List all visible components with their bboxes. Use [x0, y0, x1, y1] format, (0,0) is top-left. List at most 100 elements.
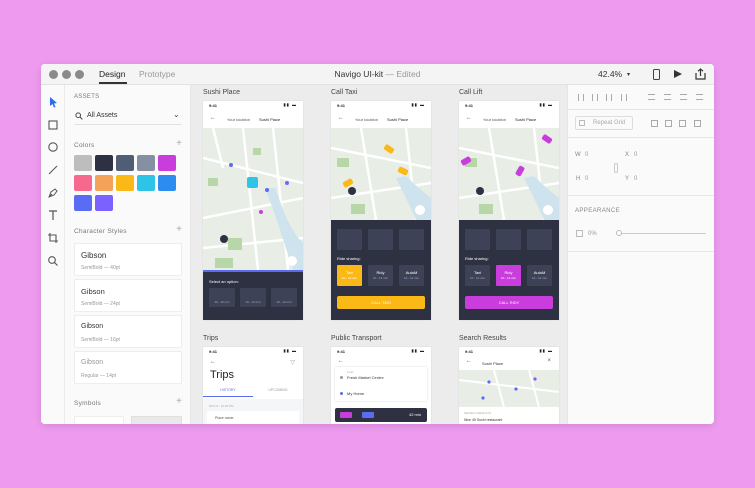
chevron-down-icon[interactable]: ⌄ — [173, 110, 180, 119]
line-tool-icon[interactable] — [47, 164, 59, 176]
back-arrow-icon[interactable]: ← — [210, 359, 216, 365]
ride-option-taxi[interactable]: Taxi 10 - 12 min — [337, 265, 362, 286]
back-arrow-icon[interactable]: ← — [466, 358, 472, 364]
call-ridy-button[interactable]: CALL RIDY — [465, 296, 553, 309]
close-window-button[interactable] — [49, 70, 58, 79]
select-tool-icon[interactable] — [47, 96, 59, 108]
repeat-grid-button[interactable]: Repeat Grid — [575, 116, 633, 130]
zoom-level[interactable]: 42.4% — [598, 69, 623, 79]
ride-option-autom[interactable]: AutoM 10 - 12 min — [399, 265, 424, 286]
distribute-vertical-icon[interactable] — [696, 94, 703, 100]
ride-option-taxi[interactable]: Taxi 10 - 12 min — [465, 265, 490, 286]
ride-option-ridy[interactable]: Ridy 10 - 12 min — [368, 265, 393, 286]
color-swatch[interactable] — [95, 195, 113, 211]
chevron-down-icon[interactable]: ▾ — [627, 72, 631, 78]
share-icon[interactable] — [695, 68, 706, 80]
symbol-thumbnail[interactable] — [131, 416, 182, 424]
vehicle-card[interactable] — [399, 229, 424, 250]
artboard-label-sushi-place[interactable]: Sushi Place — [203, 89, 240, 96]
minimize-window-button[interactable] — [62, 70, 71, 79]
color-swatch[interactable] — [137, 155, 155, 171]
zoom-tool-icon[interactable] — [47, 255, 59, 267]
color-swatch[interactable] — [74, 175, 92, 191]
color-swatch[interactable] — [95, 155, 113, 171]
artboard-public-transport[interactable]: 9:41 ▮▮ ▬ ← From Fresh Market Centre My H… — [331, 347, 431, 424]
route-option[interactable]: 42 min — [335, 408, 427, 422]
device-preview-icon[interactable] — [653, 69, 660, 80]
height-field[interactable]: 0 — [585, 176, 589, 182]
add-symbol-icon[interactable]: + — [176, 396, 182, 407]
opacity-value[interactable]: 0% — [588, 231, 597, 237]
character-style-item[interactable]: Gibson Regular — 14pt — [74, 351, 182, 384]
ride-option-autom[interactable]: AutoM 10 - 12 min — [527, 265, 552, 286]
trip-row[interactable]: Place name — [207, 411, 299, 424]
color-swatch[interactable] — [95, 175, 113, 191]
search-icon[interactable] — [75, 112, 83, 120]
artboard-search-results[interactable]: 9:41 ▮▮ ▬ ← Sushi Place × SEARCH RESULTS … — [459, 347, 559, 424]
assets-filter-select[interactable]: All Assets — [87, 112, 118, 119]
vehicle-card[interactable] — [337, 229, 362, 250]
y-field[interactable]: 0 — [634, 176, 638, 182]
artboard-sushi-place[interactable]: 9:41 ▮▮ ▬ ← Your location Sushi Place — [203, 101, 303, 320]
play-icon[interactable] — [674, 70, 682, 78]
boolean-subtract-icon[interactable] — [665, 120, 672, 127]
color-swatch[interactable] — [74, 155, 92, 171]
vehicle-card[interactable] — [465, 229, 490, 250]
result-item[interactable]: Nice 45 Sushi restaurant — [464, 418, 503, 422]
opacity-slider-track[interactable] — [618, 233, 706, 234]
lock-aspect-icon[interactable] — [614, 163, 618, 173]
vehicle-card[interactable] — [527, 229, 552, 250]
align-bottom-icon[interactable] — [680, 94, 687, 100]
boolean-exclude-icon[interactable] — [694, 120, 701, 127]
align-center-icon[interactable] — [592, 94, 598, 101]
artboard-call-taxi[interactable]: 9:41 ▮▮ ▬ ← Your location Sushi Place — [331, 101, 431, 320]
search-query[interactable]: Sushi Place — [482, 361, 504, 366]
to-field[interactable]: My Home — [347, 391, 365, 396]
artboard-label-call-taxi[interactable]: Call Taxi — [331, 89, 358, 96]
option-card[interactable]: 10 - 12 min — [271, 288, 297, 307]
call-taxi-button[interactable]: CALL TAXI — [337, 296, 425, 309]
character-style-item[interactable]: Gibson SemiBold — 16pt — [74, 315, 182, 348]
filter-icon[interactable]: ▽ — [290, 360, 295, 366]
text-tool-icon[interactable] — [47, 209, 59, 221]
symbol-thumbnail[interactable] — [74, 416, 124, 424]
add-color-icon[interactable]: + — [176, 138, 182, 149]
back-arrow-icon[interactable]: ← — [338, 358, 344, 364]
boolean-add-icon[interactable] — [651, 120, 658, 127]
align-middle-icon[interactable] — [664, 94, 671, 100]
route-bar[interactable]: ← Your location Sushi Place — [210, 115, 281, 122]
distribute-horizontal-icon[interactable] — [621, 94, 627, 101]
map-view[interactable] — [459, 128, 559, 220]
map-view[interactable] — [459, 370, 559, 407]
opacity-slider-handle[interactable] — [616, 230, 622, 236]
close-icon[interactable]: × — [547, 358, 551, 364]
width-field[interactable]: 0 — [585, 152, 589, 158]
ride-option-ridy[interactable]: Ridy 10 - 12 min — [496, 265, 521, 286]
tab-design[interactable]: Design — [99, 69, 126, 79]
character-style-item[interactable]: Gibson SemiBold — 24pt — [74, 279, 182, 312]
tab-prototype[interactable]: Prototype — [139, 69, 176, 79]
option-card[interactable]: 10 - 12 min — [209, 288, 235, 307]
artboard-tool-icon[interactable] — [47, 232, 59, 244]
map-view[interactable] — [331, 128, 431, 220]
route-bar[interactable]: ← Your location Sushi Place — [466, 115, 537, 122]
color-swatch[interactable] — [137, 175, 155, 191]
artboard-label-search-results[interactable]: Search Results — [459, 335, 507, 342]
artboard-call-lift[interactable]: 9:41 ▮▮ ▬ ← Your location Sushi Place — [459, 101, 559, 320]
align-left-icon[interactable] — [578, 94, 584, 101]
align-right-icon[interactable] — [606, 94, 612, 101]
color-swatch[interactable] — [158, 175, 176, 191]
artboard-label-public-transport[interactable]: Public Transport — [331, 335, 382, 342]
rectangle-tool-icon[interactable] — [47, 119, 59, 131]
align-top-icon[interactable] — [648, 94, 655, 100]
design-canvas[interactable]: Sushi Place 9:41 ▮▮ ▬ ← Your location Sus… — [191, 85, 567, 424]
color-swatch[interactable] — [116, 155, 134, 171]
color-swatch[interactable] — [158, 155, 176, 171]
artboard-trips[interactable]: 9:41 ▮▮ ▬ ← ▽ Trips HISTORY UPCOMING NOV … — [203, 347, 303, 424]
vehicle-card[interactable] — [368, 229, 393, 250]
color-swatch[interactable] — [74, 195, 92, 211]
tab-upcoming[interactable]: UPCOMING — [268, 388, 288, 392]
ellipse-tool-icon[interactable] — [47, 141, 59, 153]
boolean-intersect-icon[interactable] — [679, 120, 686, 127]
option-card[interactable]: 10 - 12 min — [240, 288, 266, 307]
